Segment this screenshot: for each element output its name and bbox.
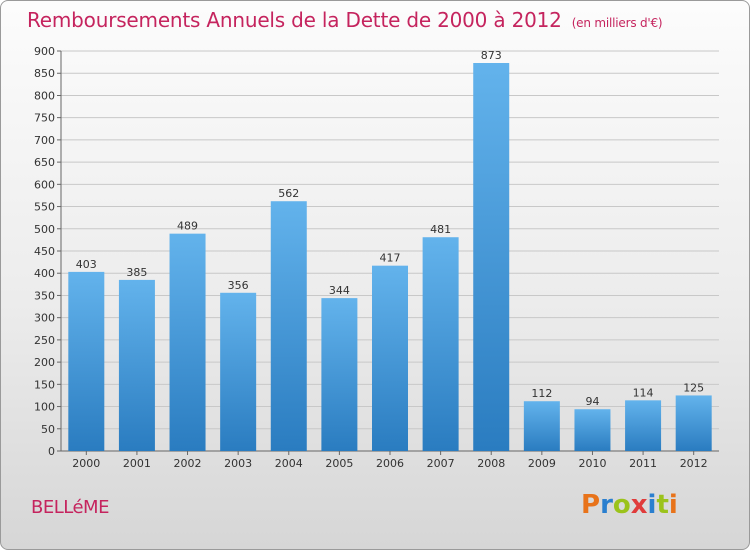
y-tick-label: 800: [34, 89, 55, 102]
logo-letter: i: [668, 490, 678, 520]
bar: [270, 201, 307, 451]
data-label: 417: [380, 252, 401, 265]
bar: [523, 401, 560, 451]
data-label: 114: [633, 386, 654, 399]
x-tick-label: 2011: [629, 457, 657, 470]
data-labels: 403 385 489 356 562 344 417 481 873 112 94 114 125: [76, 49, 704, 408]
x-tick-label: 2012: [680, 457, 708, 470]
bar: [68, 271, 105, 451]
data-label: 112: [531, 387, 552, 400]
bar: [625, 400, 662, 451]
bar: [220, 292, 257, 451]
bar: [321, 298, 358, 451]
data-label: 125: [683, 381, 704, 394]
y-tick-label: 700: [34, 134, 55, 147]
x-tick-label: 2000: [72, 457, 100, 470]
y-tick-label: 0: [48, 445, 55, 458]
unit-note: (en milliers d'€): [571, 16, 663, 30]
y-tick-label: 150: [34, 378, 55, 391]
data-label: 344: [329, 284, 350, 297]
data-label: 489: [177, 220, 198, 233]
data-label: 94: [585, 395, 599, 408]
x-tick-label: 2010: [578, 457, 606, 470]
y-tick-label: 250: [34, 334, 55, 347]
bar: [675, 395, 712, 451]
data-label: 873: [481, 49, 502, 62]
data-label: 356: [228, 279, 249, 292]
bar: [422, 237, 459, 451]
logo-letter: x: [630, 490, 648, 520]
y-tick-label: 900: [34, 45, 55, 58]
bar: [372, 265, 408, 451]
chart-title-text: Remboursements Annuels de la Dette de 20…: [27, 8, 562, 32]
bar: [118, 279, 155, 451]
x-tick-label: 2006: [376, 457, 404, 470]
bar: [473, 63, 510, 451]
x-tick-label: 2008: [477, 457, 505, 470]
y-tick-label: 600: [34, 178, 55, 191]
x-tick-label: 2004: [275, 457, 303, 470]
y-tick-label: 350: [34, 289, 55, 302]
commune-name: BELLéME: [31, 497, 109, 518]
data-label: 403: [76, 258, 97, 271]
y-tick-label: 650: [34, 156, 55, 169]
y-tick-label: 750: [34, 112, 55, 125]
chart-title: Remboursements Annuels de la Dette de 20…: [27, 8, 663, 32]
logo-letter: P: [581, 490, 601, 520]
y-tick-label: 850: [34, 67, 55, 80]
bar: [574, 409, 611, 451]
x-tick-label: 2003: [224, 457, 252, 470]
axes: 0 50 100 150 200 250 300 350 400 450 500 550 600 650 7…: [34, 45, 719, 470]
y-tick-label: 100: [34, 401, 55, 414]
bar: [169, 233, 206, 451]
x-tick-label: 2001: [123, 457, 151, 470]
bars: [68, 63, 712, 451]
logo-letter: i: [647, 490, 657, 520]
data-label: 385: [126, 266, 147, 279]
y-tick-label: 500: [34, 223, 55, 236]
logo-letter: r: [600, 490, 613, 520]
x-tick-label: 2007: [427, 457, 455, 470]
logo-letter: o: [612, 490, 631, 520]
proxiti-logo: Proxiti: [581, 490, 678, 520]
y-tick-label: 200: [34, 356, 55, 369]
y-tick-label: 450: [34, 245, 55, 258]
x-tick-label: 2009: [528, 457, 556, 470]
y-tick-label: 550: [34, 201, 55, 214]
data-label: 481: [430, 223, 451, 236]
y-tick-label: 50: [41, 423, 55, 436]
y-tick-label: 400: [34, 267, 55, 280]
x-tick-label: 2002: [174, 457, 202, 470]
y-tick-label: 300: [34, 312, 55, 325]
data-label: 562: [278, 187, 299, 200]
x-tick-label: 2005: [325, 457, 353, 470]
logo-letter: t: [656, 490, 669, 520]
